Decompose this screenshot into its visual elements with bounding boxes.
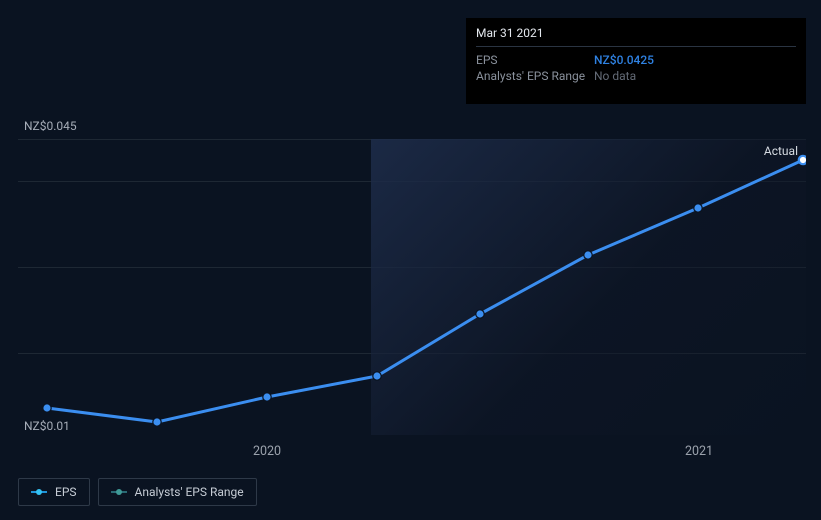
x-axis-tick-label: 2020: [253, 444, 281, 459]
tooltip-label: Analysts' EPS Range: [476, 69, 594, 83]
chart-plot-area[interactable]: Actual: [18, 139, 806, 435]
x-axis-tick-label: 2021: [685, 444, 713, 459]
chart-tooltip: Mar 31 2021 EPS NZ$0.0425 Analysts' EPS …: [466, 18, 806, 104]
tooltip-row-range: Analysts' EPS Range No data: [476, 68, 796, 84]
eps-chart-container: Mar 31 2021 EPS NZ$0.0425 Analysts' EPS …: [0, 0, 821, 520]
legend-swatch-icon: [111, 488, 127, 496]
legend-label: Analysts' EPS Range: [135, 485, 244, 499]
tooltip-label: EPS: [476, 53, 594, 67]
tooltip-date: Mar 31 2021: [476, 26, 796, 47]
chart-legend: EPS Analysts' EPS Range: [18, 478, 257, 506]
tooltip-row-eps: EPS NZ$0.0425: [476, 52, 796, 68]
y-axis-top-label: NZ$0.045: [24, 119, 77, 133]
legend-swatch-icon: [31, 488, 47, 496]
legend-label: EPS: [55, 485, 77, 499]
y-axis-bottom-label: NZ$0.01: [24, 419, 70, 433]
tooltip-value-eps: NZ$0.0425: [594, 53, 796, 67]
chart-svg: [18, 139, 806, 435]
legend-item-range[interactable]: Analysts' EPS Range: [98, 478, 257, 506]
tooltip-value-range: No data: [594, 69, 796, 83]
legend-item-eps[interactable]: EPS: [18, 478, 90, 506]
